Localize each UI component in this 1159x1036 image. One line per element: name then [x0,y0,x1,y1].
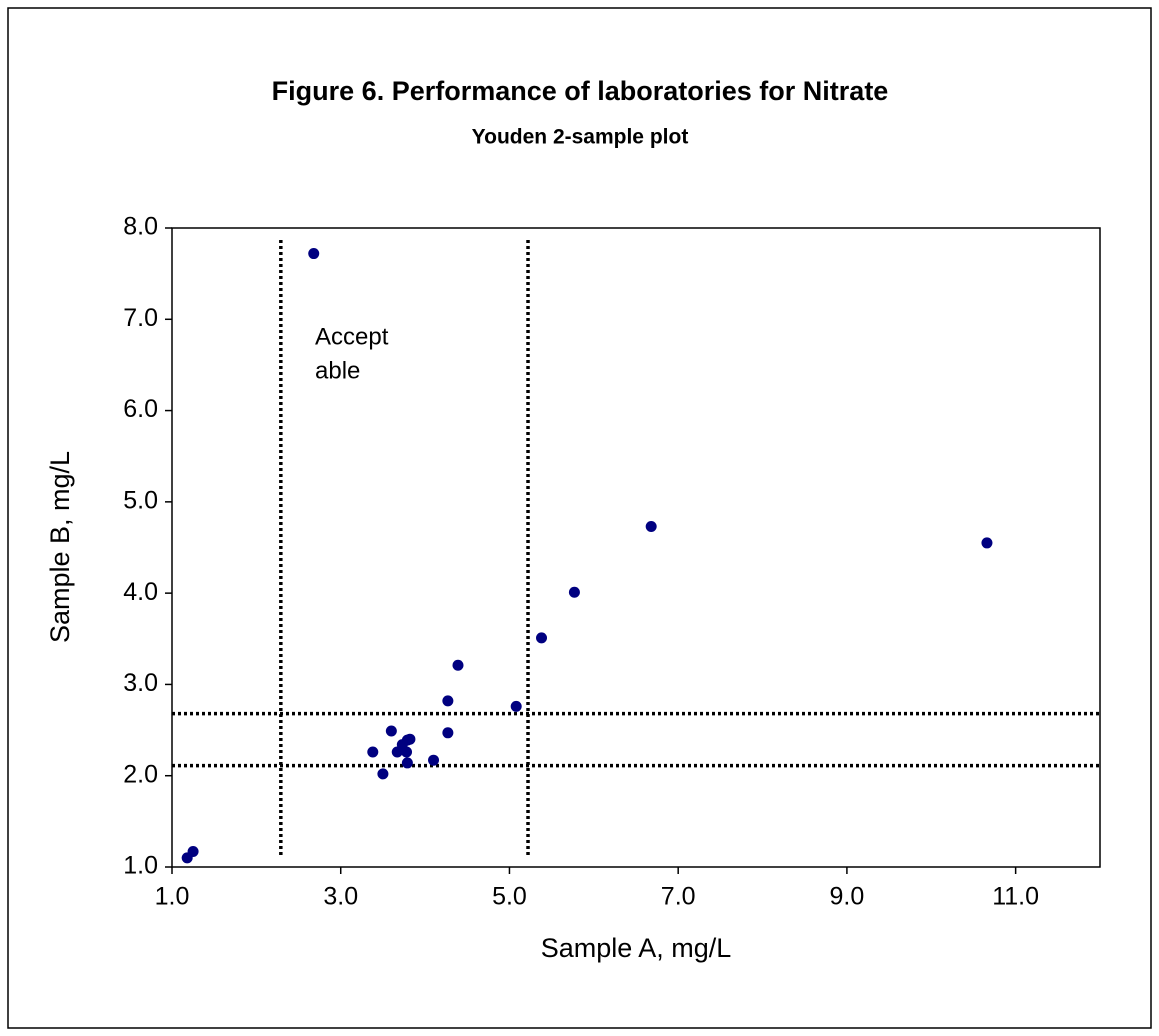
point [981,537,993,549]
point [452,659,464,671]
point [510,700,522,712]
annotation: Accept [315,323,389,350]
y-tick-label: 4.0 [123,578,158,606]
point [385,725,397,737]
x-axis-label: Sample A, mg/L [541,933,732,963]
y-tick-label: 6.0 [123,395,158,423]
point [536,632,548,644]
y-tick-label: 7.0 [123,304,158,332]
y-tick-label: 3.0 [123,669,158,697]
point [187,845,199,857]
y-axis-label: Sample B, mg/L [45,451,75,643]
y-tick-label: 2.0 [123,760,158,788]
y-tick-label: 8.0 [123,213,158,241]
x-tick-label: 7.0 [661,883,696,911]
point [367,746,379,758]
x-tick-label: 3.0 [323,883,358,911]
point [401,746,413,758]
point [308,248,320,260]
plot-area [171,227,1101,868]
y-tick-label: 1.0 [123,852,158,880]
point [568,586,580,598]
annotation: able [315,357,360,384]
point [401,757,413,769]
frame [7,7,1152,1029]
chart-title: Figure 6. Performance of laboratories fo… [272,76,889,106]
point [428,754,440,766]
point [404,733,416,745]
point [442,695,454,707]
point [645,521,657,533]
x-tick-label: 1.0 [155,883,190,911]
x-tick-label: 11.0 [992,883,1039,911]
point [442,727,454,739]
chart-subtitle: Youden 2-sample plot [472,126,689,149]
point [377,768,389,780]
y-tick-label: 5.0 [123,486,158,514]
x-tick-label: 5.0 [492,883,527,911]
x-tick-label: 9.0 [830,883,865,911]
